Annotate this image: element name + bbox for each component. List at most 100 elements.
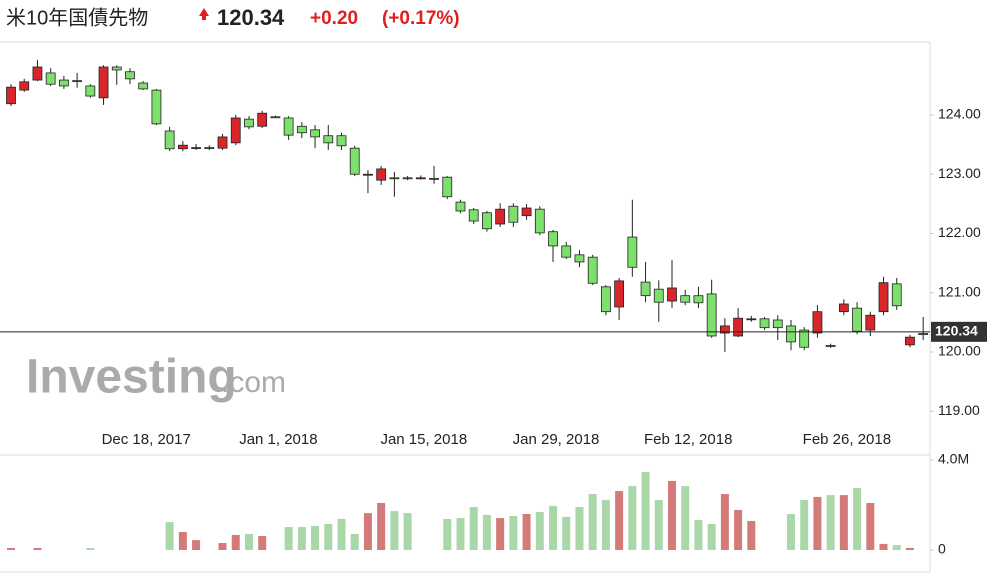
candle-body xyxy=(667,287,677,302)
candle-body xyxy=(191,147,201,149)
volume-bar xyxy=(707,523,716,550)
volume-bar xyxy=(575,507,584,550)
y2-tick-label: 4.0M xyxy=(938,451,969,467)
candle-body xyxy=(45,72,56,85)
candle-body xyxy=(561,245,572,258)
candle-body xyxy=(653,288,664,303)
volume-bar xyxy=(562,516,571,550)
candle-body xyxy=(548,231,558,247)
candle-body xyxy=(442,176,453,198)
candle-body xyxy=(336,135,347,147)
candle-body xyxy=(468,209,479,222)
x-tick-label: Jan 1, 2018 xyxy=(239,431,317,448)
volume-bar xyxy=(826,495,835,550)
x-tick-label: Jan 29, 2018 xyxy=(513,431,600,448)
candle-body xyxy=(587,256,598,284)
candle-body xyxy=(244,118,254,128)
volume-bar xyxy=(681,486,690,550)
x-tick-label: Feb 26, 2018 xyxy=(803,431,891,448)
candle-body xyxy=(614,280,625,308)
x-tick-label: Jan 15, 2018 xyxy=(380,431,467,448)
y-tick-label: 120.00 xyxy=(938,343,981,359)
volume-bar xyxy=(654,500,663,550)
y2-tick-label: 0 xyxy=(938,541,946,557)
candle-body xyxy=(706,293,717,337)
volume-bar xyxy=(747,520,756,550)
volume-bar xyxy=(403,513,412,550)
candle-body xyxy=(32,66,43,81)
title: 米10年国債先物 xyxy=(6,6,148,29)
x-tick-label: Feb 12, 2018 xyxy=(644,431,732,448)
x-tick-label: Dec 18, 2017 xyxy=(102,431,191,448)
candle-body xyxy=(534,208,545,234)
candle-body xyxy=(230,117,241,144)
candle-body xyxy=(521,207,532,217)
volume-bar xyxy=(258,536,267,550)
candle-body xyxy=(323,135,334,144)
volume-bar xyxy=(813,496,822,550)
candle-body xyxy=(429,177,439,180)
candle-body xyxy=(601,286,611,313)
volume-bar xyxy=(231,534,240,550)
candle-body xyxy=(72,80,82,83)
volume-bar xyxy=(165,522,174,550)
volume-bar xyxy=(456,518,465,550)
candle-body xyxy=(164,130,175,150)
volume-bar xyxy=(363,513,372,550)
y-tick-label: 124.00 xyxy=(938,106,981,122)
candle-body xyxy=(680,295,691,303)
volume-bar xyxy=(839,495,848,550)
volume-bar xyxy=(694,520,703,550)
watermark: Investing .com xyxy=(26,351,286,404)
volume-bar xyxy=(535,511,544,550)
candle-body xyxy=(786,325,796,343)
candle-body xyxy=(283,117,294,136)
volume-bar xyxy=(668,480,676,550)
candle-body xyxy=(85,85,96,97)
volume-bar xyxy=(496,518,505,550)
volume-bar xyxy=(892,545,901,550)
volume-bar xyxy=(311,525,320,550)
volume-bar xyxy=(377,502,386,550)
candle-body xyxy=(177,144,188,150)
volume-bar xyxy=(482,514,491,550)
change: +0.20 xyxy=(310,8,358,29)
candle-body xyxy=(151,89,162,125)
volume-bar xyxy=(905,547,914,550)
volume-bar xyxy=(641,471,650,550)
candle-body xyxy=(310,129,320,138)
volume-bar xyxy=(178,532,187,550)
volume-bar xyxy=(33,547,42,550)
candle-body xyxy=(389,177,400,180)
candle-body xyxy=(759,318,770,329)
candle-body xyxy=(878,282,889,313)
y-tick-label: 123.00 xyxy=(938,165,981,181)
candle-body xyxy=(640,281,651,297)
volume-bar xyxy=(192,540,201,550)
volume-bar xyxy=(522,514,531,550)
candle-body xyxy=(204,147,215,149)
candle-body xyxy=(905,336,915,346)
candle-body xyxy=(482,212,492,230)
candle-body xyxy=(838,303,849,313)
watermark-brand: Investing xyxy=(26,351,237,404)
candle-body xyxy=(865,314,876,331)
candle-body xyxy=(58,79,69,87)
volume-bar xyxy=(337,518,346,550)
change-percent: (+0.17%) xyxy=(382,8,460,29)
last-price-box xyxy=(931,321,987,342)
candle-body xyxy=(125,71,135,80)
volume-bar xyxy=(601,500,610,550)
candle-body xyxy=(111,66,122,71)
volume-bar xyxy=(297,527,306,550)
volume-bar xyxy=(244,534,253,550)
candle-body xyxy=(6,86,16,105)
y-tick-label: 122.00 xyxy=(938,224,981,240)
candle-body xyxy=(19,81,30,91)
candle-body xyxy=(693,295,704,304)
candle-body xyxy=(98,66,109,99)
last-price-label: 120.34 xyxy=(935,323,978,339)
volume-bar xyxy=(324,523,333,550)
candle-body xyxy=(270,116,281,119)
